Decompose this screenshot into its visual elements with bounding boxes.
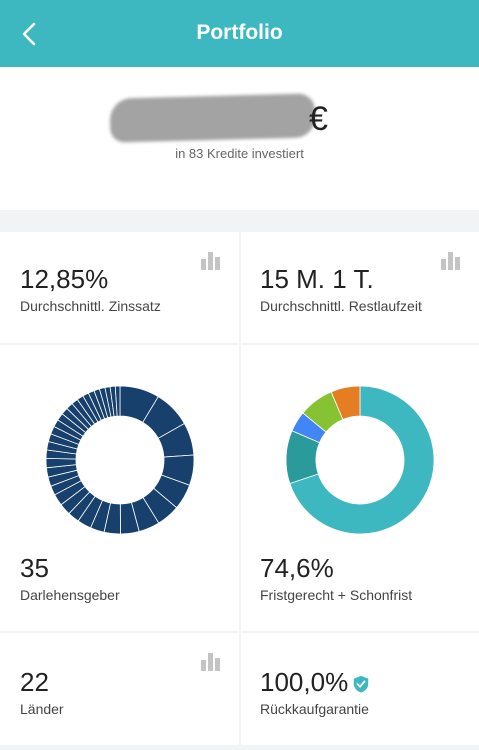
chevron-left-icon [22,22,36,46]
ontime-card[interactable]: 74,6% Fristgerecht + Schonfrist [241,345,479,631]
countries-label: Länder [20,701,64,717]
term-card[interactable]: 15 M. 1 T. Durchschnittl. Restlaufzeit [241,232,479,343]
countries-value: 22 [20,667,49,697]
term-label: Durchschnittl. Restlaufzeit [260,298,422,314]
back-button[interactable] [14,18,46,50]
bar-chart-icon[interactable] [441,252,461,270]
lenders-label: Darlehensgeber [20,587,120,603]
guarantee-label: Rückkaufgarantie [260,701,369,717]
guarantee-value: 100,0% [260,667,349,697]
lenders-value: 35 [20,553,49,583]
invested-text: in 83 Kredite investiert [175,146,304,161]
lenders-card[interactable]: 35 Darlehensgeber [0,345,239,631]
interest-value: 12,85% [20,264,109,294]
interest-label: Durchschnittl. Zinssatz [20,298,161,314]
page-title: Portfolio [196,21,283,44]
lenders-donut-chart [45,385,195,535]
bar-chart-icon[interactable] [201,252,221,270]
redacted-amount [109,93,316,143]
status-slice [289,385,435,535]
guarantee-value-row: 100,0% [260,667,370,698]
bar-chart-icon[interactable] [201,653,221,671]
countries-card[interactable]: 22 Länder [0,633,239,745]
status-donut-chart [285,385,435,535]
term-value: 15 M. 1 T. [260,264,374,294]
status-slice [330,385,361,420]
app-bar: Portfolio [0,0,479,67]
ontime-value: 74,6% [260,553,334,583]
ontime-label: Fristgerecht + Schonfrist [260,587,413,603]
lender-slice [114,385,121,417]
shield-check-icon [353,675,369,693]
guarantee-card[interactable]: 100,0% Rückkaufgarantie [241,633,479,745]
currency-symbol: € [309,100,328,138]
interest-card[interactable]: 12,85% Durchschnittl. Zinssatz [0,232,239,343]
